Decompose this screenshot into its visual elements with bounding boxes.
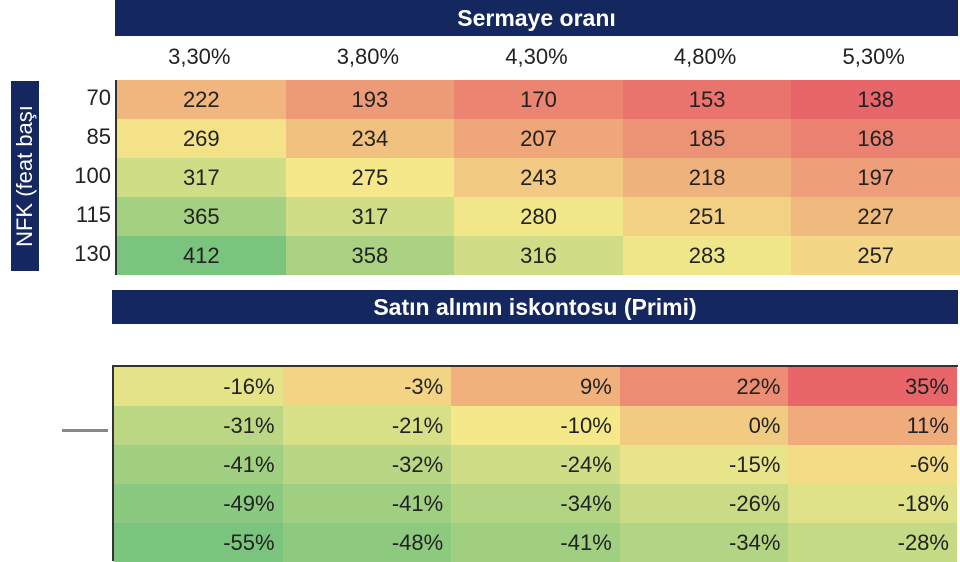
column-label: 5,30% xyxy=(842,44,905,69)
table-border xyxy=(112,365,958,367)
table-cell: -16% xyxy=(114,367,283,406)
table-cell: 138 xyxy=(791,80,960,119)
table-cell: 316 xyxy=(454,236,623,275)
table-cell: -41% xyxy=(282,484,452,523)
table-cell: 365 xyxy=(117,197,286,236)
table-cell: 185 xyxy=(622,119,792,158)
table-cell: 234 xyxy=(285,119,455,158)
table-cell: 275 xyxy=(285,158,455,197)
table-cell: 9% xyxy=(451,367,620,406)
table-cell: -34% xyxy=(619,523,789,562)
table-cell: -24% xyxy=(451,445,620,484)
row-axis-label: NFK (feat başı xyxy=(11,81,39,271)
table-cell: 317 xyxy=(285,197,455,236)
table-cell: -18% xyxy=(788,484,957,523)
table-cell: -34% xyxy=(451,484,620,523)
table-cell: -31% xyxy=(114,406,283,445)
column-label: 3,80% xyxy=(336,44,400,69)
table-cell: 0% xyxy=(619,406,789,445)
table-cell: -41% xyxy=(114,445,283,484)
row-label: 85 xyxy=(86,124,111,149)
table-cell: 251 xyxy=(622,197,792,236)
table-cell: 358 xyxy=(285,236,455,275)
table-cell: -6% xyxy=(788,445,957,484)
row-label: 70 xyxy=(86,85,111,110)
table-cell: 257 xyxy=(791,236,960,275)
discount-header-bar: Satın alımın iskontosu (Primi) xyxy=(112,290,958,324)
table-border xyxy=(112,366,114,561)
table-cell: 35% xyxy=(788,367,957,406)
table-cell: 227 xyxy=(791,197,960,236)
table-cell: 243 xyxy=(454,158,623,197)
table-cell: 22% xyxy=(619,367,789,406)
table-cell: -26% xyxy=(619,484,789,523)
table-cell: 218 xyxy=(622,158,792,197)
table-cell: -32% xyxy=(282,445,452,484)
table-cell: -3% xyxy=(282,367,452,406)
table-cell: 280 xyxy=(454,197,623,236)
table-cell: 207 xyxy=(454,119,623,158)
table-cell: -48% xyxy=(282,523,452,562)
table-cell: 170 xyxy=(454,80,623,119)
table-cell: 153 xyxy=(622,80,792,119)
table-cell: -41% xyxy=(451,523,620,562)
table-cell: 197 xyxy=(791,158,960,197)
header-bar: Sermaye oranı xyxy=(115,0,958,36)
table-cell: -21% xyxy=(282,406,452,445)
table-cell: 193 xyxy=(285,80,455,119)
table-cell: -10% xyxy=(451,406,620,445)
column-label: 4,30% xyxy=(505,44,568,69)
table-cell: 283 xyxy=(622,236,792,275)
table-cell: -55% xyxy=(114,523,283,562)
table-cell: 269 xyxy=(117,119,286,158)
table-cell: 317 xyxy=(117,158,286,197)
table-cell: 168 xyxy=(791,119,960,158)
column-label: 4,80% xyxy=(673,44,737,69)
table-cell: 222 xyxy=(117,80,286,119)
table-cell: 11% xyxy=(788,406,957,445)
table-cell: -15% xyxy=(619,445,789,484)
table-cell: -28% xyxy=(788,523,957,562)
row-label: 130 xyxy=(74,241,111,266)
column-label: 3,30% xyxy=(168,44,231,69)
table-cell: -49% xyxy=(114,484,283,523)
connector-line xyxy=(62,429,108,432)
table-cell: 412 xyxy=(117,236,286,275)
row-label: 115 xyxy=(75,202,111,227)
table-border xyxy=(115,80,117,275)
row-label: 100 xyxy=(74,163,111,188)
